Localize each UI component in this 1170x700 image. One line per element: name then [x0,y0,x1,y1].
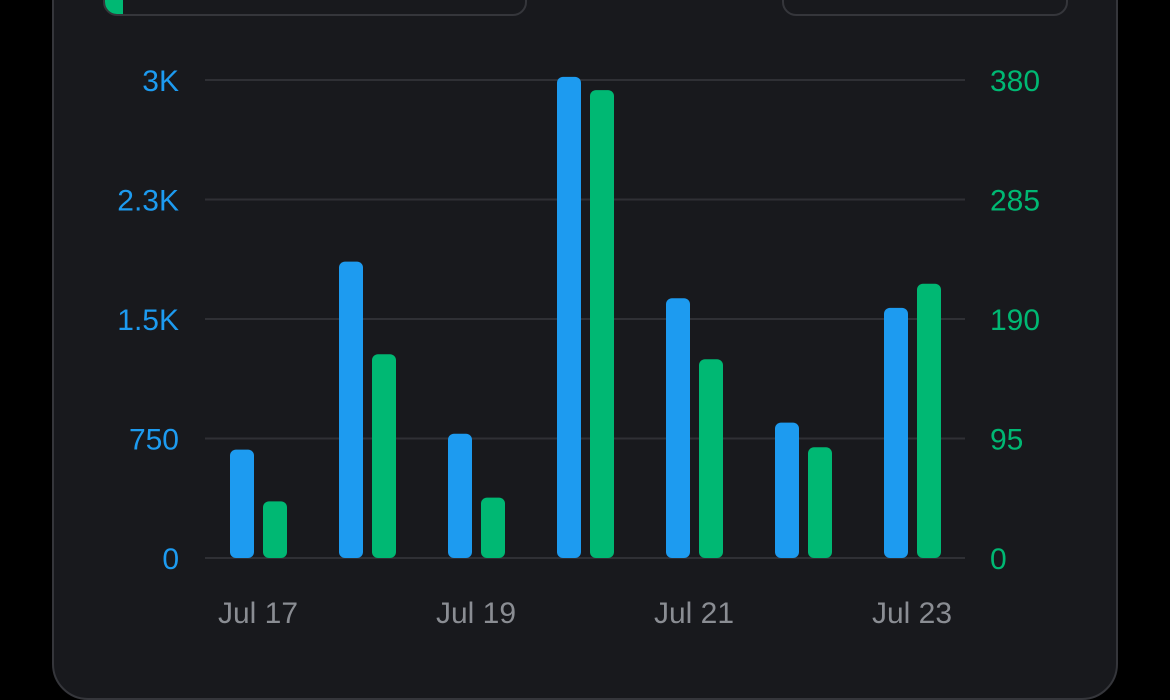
bar-right-series [481,497,505,558]
bar-left-series [775,422,799,558]
y-right-tick-label: 380 [990,65,1040,98]
bar-left-series [230,449,254,558]
bar-left-series [339,261,363,558]
bar-right-series [808,447,832,558]
bar-left-series [448,433,472,558]
bar-right-series [263,501,287,558]
metric-selector-left[interactable] [103,0,527,16]
x-tick-label: Jul 21 [654,597,734,630]
y-left-tick-label: 750 [129,424,179,457]
bar-right-series [917,283,941,558]
y-right-tick-label: 190 [990,304,1040,337]
y-left-tick-label: 3K [142,65,179,98]
bar-left-series [557,76,581,559]
x-tick-label: Jul 17 [218,597,298,630]
y-right-tick-label: 95 [990,424,1023,457]
bar-right-series [372,354,396,558]
bar-right-series [590,90,614,558]
y-left-tick-label: 1.5K [117,304,179,337]
bar-left-series [666,298,690,558]
x-tick-label: Jul 19 [436,597,516,630]
metric-color-indicator [105,0,123,14]
bar-chart: 0 750 1.5K 2.3K 3K 0 95 190 285 380 Jul 17 Jul 19 Ju… [117,65,1040,630]
bar-left-series [884,307,908,558]
x-tick-label: Jul 23 [872,597,952,630]
y-right-tick-label: 285 [990,185,1040,218]
y-left-tick-label: 2.3K [117,185,179,218]
bar-right-series [699,359,723,558]
y-right-tick-label: 0 [990,543,1007,576]
y-left-tick-label: 0 [162,543,179,576]
